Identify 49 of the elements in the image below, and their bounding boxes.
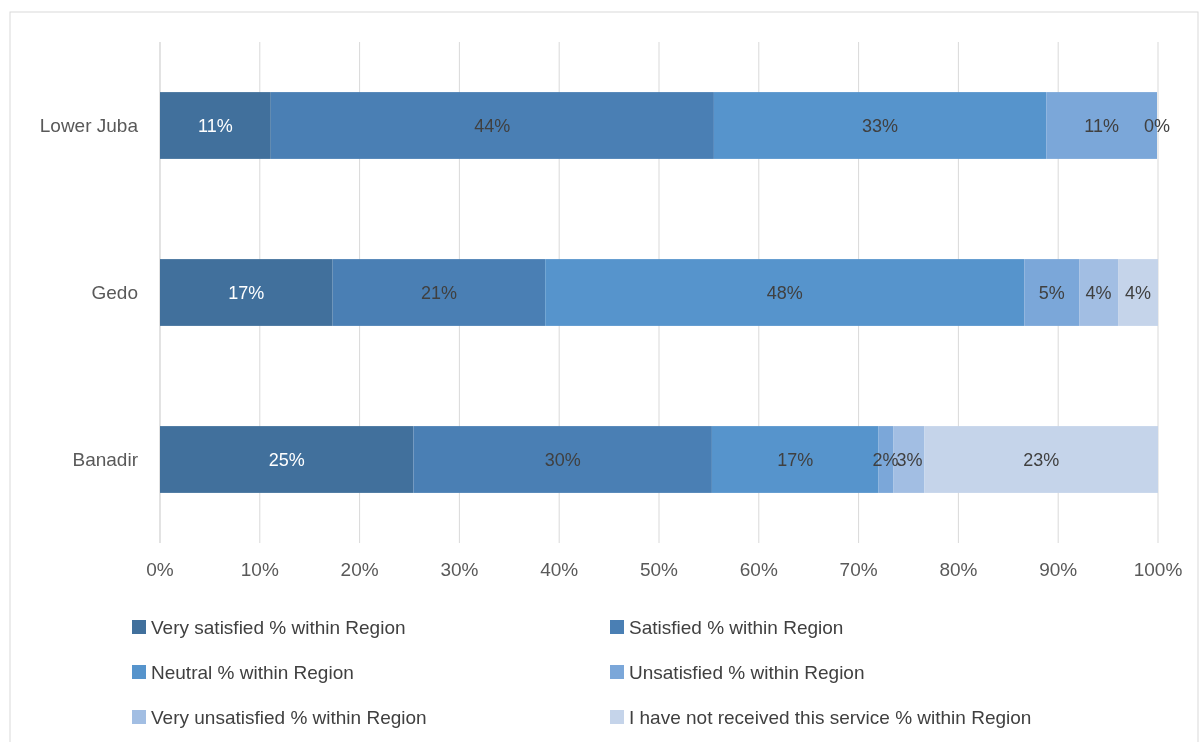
bar [160,426,414,493]
data-label: 4% [1085,282,1112,303]
data-label: 30% [544,449,581,470]
bar [1079,259,1119,326]
bar [413,426,712,493]
x-tick-label: 30% [440,559,479,580]
x-tick-label: 40% [540,559,579,580]
x-tick-label: 10% [240,559,279,580]
x-tick-label: 70% [839,559,878,580]
bar [713,92,1047,159]
legend-label: Unsatisfied % within Region [629,661,865,683]
x-tick-label: 0% [146,559,174,580]
data-label: 0% [1143,115,1171,136]
bar [924,426,1158,493]
data-label: 4% [1125,282,1152,303]
legend-label: I have not received this service % within Region [629,706,1032,728]
data-label: 17% [777,449,814,470]
x-tick-label: 50% [639,559,679,580]
bar [545,259,1025,326]
data-label: 33% [862,115,899,136]
data-label: 44% [474,115,511,136]
y-tick-label: Gedo [91,282,138,304]
x-tick-label: 60% [739,559,778,580]
data-label: 3% [896,449,923,470]
legend-label: Very satisfied % within Region [151,616,406,638]
data-label: 11% [1084,115,1119,136]
bar [160,92,271,159]
bar [270,92,714,159]
legend-label: Satisfied % within Region [629,616,844,638]
y-tick-label: Banadir [72,449,139,471]
bar [160,259,333,326]
data-label: 5% [1038,282,1065,303]
data-label: 23% [1023,449,1060,470]
legend-label: Neutral % within Region [151,661,354,683]
x-tick-label: 20% [340,559,379,580]
data-label: 25% [268,449,305,470]
data-label: 2% [872,449,899,470]
data-label: 17% [228,282,265,303]
bar [1024,259,1080,326]
data-label: 48% [766,282,803,303]
x-tick-label: 90% [1039,559,1078,580]
data-label: 21% [420,282,457,303]
bar [1118,259,1158,326]
x-tick-label: 80% [939,559,978,580]
y-tick-label: Lower Juba [39,115,139,137]
bar [332,259,546,326]
x-tick-label: 100% [1133,559,1183,580]
data-label: 11% [198,115,233,136]
legend-label: Very unsatisfied % within Region [151,706,427,728]
